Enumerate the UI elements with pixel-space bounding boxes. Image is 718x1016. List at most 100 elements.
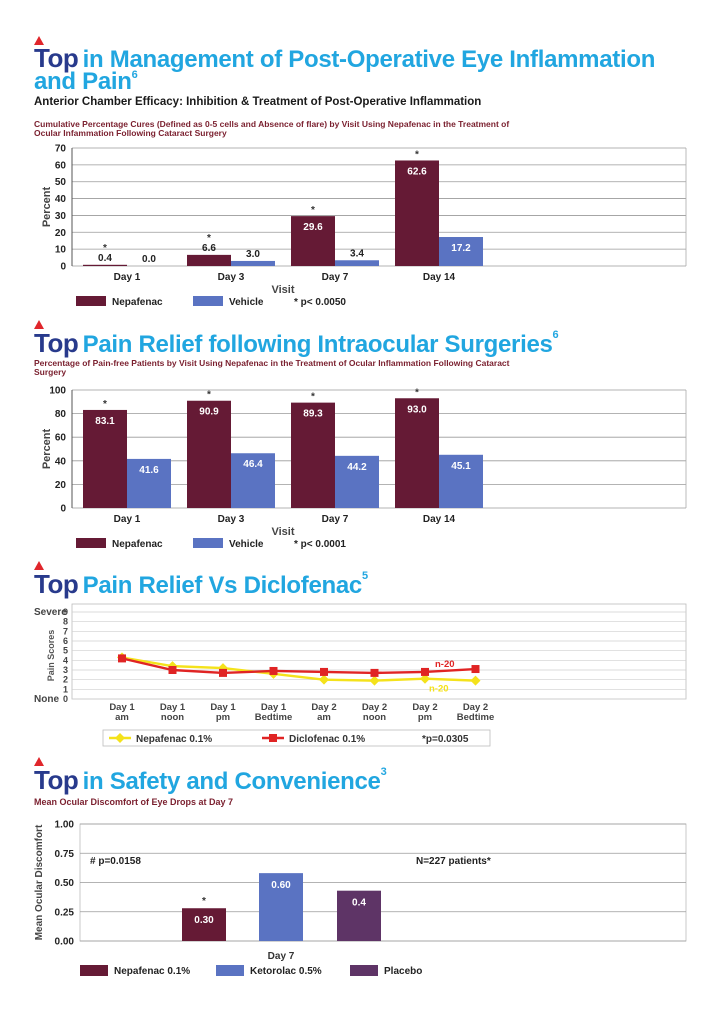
section1-heading: Top in Management of Post-Operative Eye … <box>34 45 655 72</box>
section1-heading-text2: and Pain <box>34 68 132 95</box>
y-tick-label: 9 <box>63 607 68 617</box>
y-axis-label: Percent <box>41 428 53 469</box>
bar-nepafenac <box>83 409 127 508</box>
end-label-diclofenac: n-20 <box>435 659 455 670</box>
x-tick-label: noon <box>363 712 386 723</box>
data-label: 89.3 <box>303 409 323 420</box>
y-axis-label: Percent <box>41 186 53 227</box>
legend-label: Diclofenac 0.1% <box>289 734 365 745</box>
y-tick-label: 0.00 <box>55 937 75 948</box>
data-label: 90.9 <box>199 407 219 418</box>
bar-nepafenac <box>187 400 231 508</box>
note-right: N=227 patients* <box>416 856 491 867</box>
bar-nepafenac <box>395 160 439 266</box>
legend-label: Vehicle <box>229 297 264 308</box>
bar-vehicle <box>231 453 275 508</box>
data-label: 3.4 <box>350 248 364 259</box>
bar-nepafenac <box>291 216 335 266</box>
data-point-diclofenac <box>269 666 278 675</box>
y-tick-label: 10 <box>55 245 67 256</box>
end-label-nepafenac: n-20 <box>429 684 449 695</box>
legend-swatch-nepafenac <box>76 538 106 548</box>
data-point-nepafenac <box>369 675 380 686</box>
bar-2 <box>337 890 381 941</box>
legend-swatch <box>80 965 108 976</box>
data-label: 45.1 <box>451 461 471 472</box>
x-tick-label: Day 1 <box>261 702 287 713</box>
legend-label: Ketorolac 0.5% <box>250 966 322 977</box>
section4-heading-text: in Safety and Convenience <box>82 768 381 795</box>
x-tick-label: Day 14 <box>423 514 456 525</box>
significance-star: * <box>207 390 211 401</box>
data-point-nepafenac <box>319 674 329 685</box>
y-tick-label: 6 <box>63 636 68 646</box>
x-tick-label: pm <box>216 712 230 723</box>
x-tick-label: Day 7 <box>322 514 349 525</box>
legend-marker-diclofenac <box>269 734 277 742</box>
section4-reference: 3 <box>380 766 387 778</box>
legend-label: Nepafenac 0.1% <box>114 966 190 977</box>
section2-heading-text: Pain Relief following Intraocular Surger… <box>82 331 553 358</box>
section3-heading: Top Pain Relief Vs Diclofenac5 <box>34 571 368 598</box>
y-tick-label: 7 <box>63 626 68 636</box>
y-tick-label: 70 <box>55 144 67 155</box>
x-tick-label: Day 1 <box>114 272 141 283</box>
section1-top-word: Top <box>34 43 79 73</box>
legend-swatch <box>216 965 244 976</box>
section4-top-word: Top <box>34 765 79 795</box>
legend-label: Nepafenac <box>112 539 163 550</box>
y-axis-label: Pain Scores <box>46 630 56 682</box>
bar-nepafenac <box>395 398 439 508</box>
x-tick-label: Day 3 <box>218 272 245 283</box>
data-label: 62.6 <box>407 166 427 177</box>
significance-note: * p< 0.0050 <box>294 297 346 308</box>
x-tick-label: Bedtime <box>457 712 494 723</box>
data-label: 46.4 <box>243 459 263 470</box>
data-label: 6.6 <box>202 243 216 254</box>
bar-0 <box>182 908 226 941</box>
y-tick-label: 0.25 <box>55 907 75 918</box>
legend-label: Vehicle <box>229 539 264 550</box>
section1-reference: 6 <box>131 69 138 81</box>
legend-label: Placebo <box>384 966 422 977</box>
significance-star: * <box>207 233 211 244</box>
significance-star: * <box>202 896 206 907</box>
y-tick-label: 60 <box>55 433 67 444</box>
data-label: 29.6 <box>303 222 323 233</box>
bar-vehicle <box>335 455 379 508</box>
significance-star: * <box>415 149 419 160</box>
bar-vehicle <box>231 260 275 266</box>
data-point-nepafenac <box>470 675 481 686</box>
data-label: 17.2 <box>451 243 471 254</box>
x-tick-label: Day 1 <box>109 702 135 713</box>
data-label: 3.0 <box>246 249 260 260</box>
legend-label: Nepafenac 0.1% <box>136 734 212 745</box>
y-tick-label: 3 <box>63 665 68 675</box>
x-tick-label: Day 14 <box>423 272 456 283</box>
x-tick-label: am <box>115 712 129 723</box>
red-triangle-icon <box>34 36 44 45</box>
y-axis-label: Mean Ocular Discomfort <box>34 824 45 940</box>
data-point-nepafenac <box>420 673 430 684</box>
legend-label: Nepafenac <box>112 297 163 308</box>
section3-top-word: Top <box>34 569 79 599</box>
section4-heading: Top in Safety and Convenience3 <box>34 767 387 794</box>
y-tick-label: 40 <box>55 456 67 467</box>
significance-star: * <box>311 205 315 216</box>
significance-star: * <box>311 392 315 403</box>
bar-nepafenac <box>83 264 127 266</box>
y-tick-label: 30 <box>55 211 67 222</box>
legend-swatch <box>350 965 378 976</box>
series-line-diclofenac <box>121 657 476 675</box>
bar-1 <box>259 873 303 941</box>
note-left: # p=0.0158 <box>90 856 141 867</box>
section2-reference: 6 <box>552 329 559 341</box>
data-label: 0.60 <box>271 880 291 891</box>
bar-vehicle <box>127 458 171 508</box>
significance-star: * <box>103 399 107 410</box>
legend-swatch-vehicle <box>193 296 223 306</box>
data-label: 0.4 <box>98 253 112 264</box>
data-label: 44.2 <box>347 462 367 473</box>
x-tick-label: Day 2 <box>412 702 437 713</box>
